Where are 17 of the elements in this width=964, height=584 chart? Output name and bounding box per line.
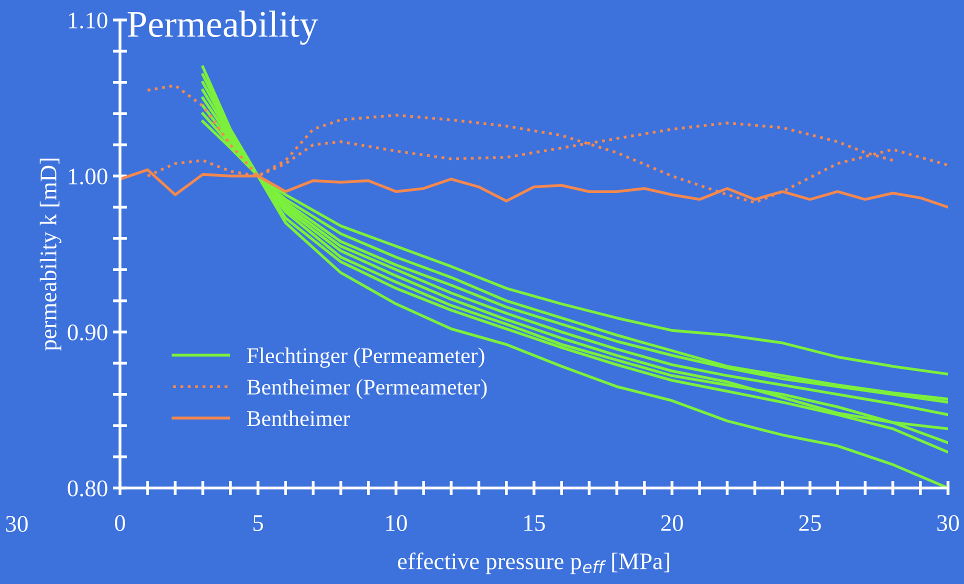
x-tick-label: 20 bbox=[661, 515, 683, 532]
chart-title: Permeability bbox=[128, 10, 318, 45]
x-tick-label: 15 bbox=[524, 515, 545, 532]
legend-label: Bentheimer (Permeameter) bbox=[247, 379, 487, 400]
x-tick-label: 25 bbox=[799, 515, 821, 532]
y-tick-label: 0.90 bbox=[68, 324, 108, 341]
y-tick-label: 1.10 bbox=[68, 12, 108, 29]
y-tick-label: 1.00 bbox=[68, 168, 108, 185]
x-tick-label: 0 bbox=[114, 515, 126, 532]
y-axis-title: permeability k [mD] bbox=[40, 158, 62, 351]
legend-label: Flechtinger (Permeameter) bbox=[247, 348, 484, 368]
x-tick-label: 5 bbox=[253, 515, 263, 532]
x-tick-label: 10 bbox=[386, 515, 407, 532]
x-tick-label: 30 bbox=[937, 515, 959, 532]
y-tick-label: 0.80 bbox=[68, 480, 108, 497]
legend-label: Bentheimer bbox=[247, 410, 350, 426]
x-axis-title: effective pressure p$_{eff}$ [MPa] bbox=[398, 552, 670, 574]
